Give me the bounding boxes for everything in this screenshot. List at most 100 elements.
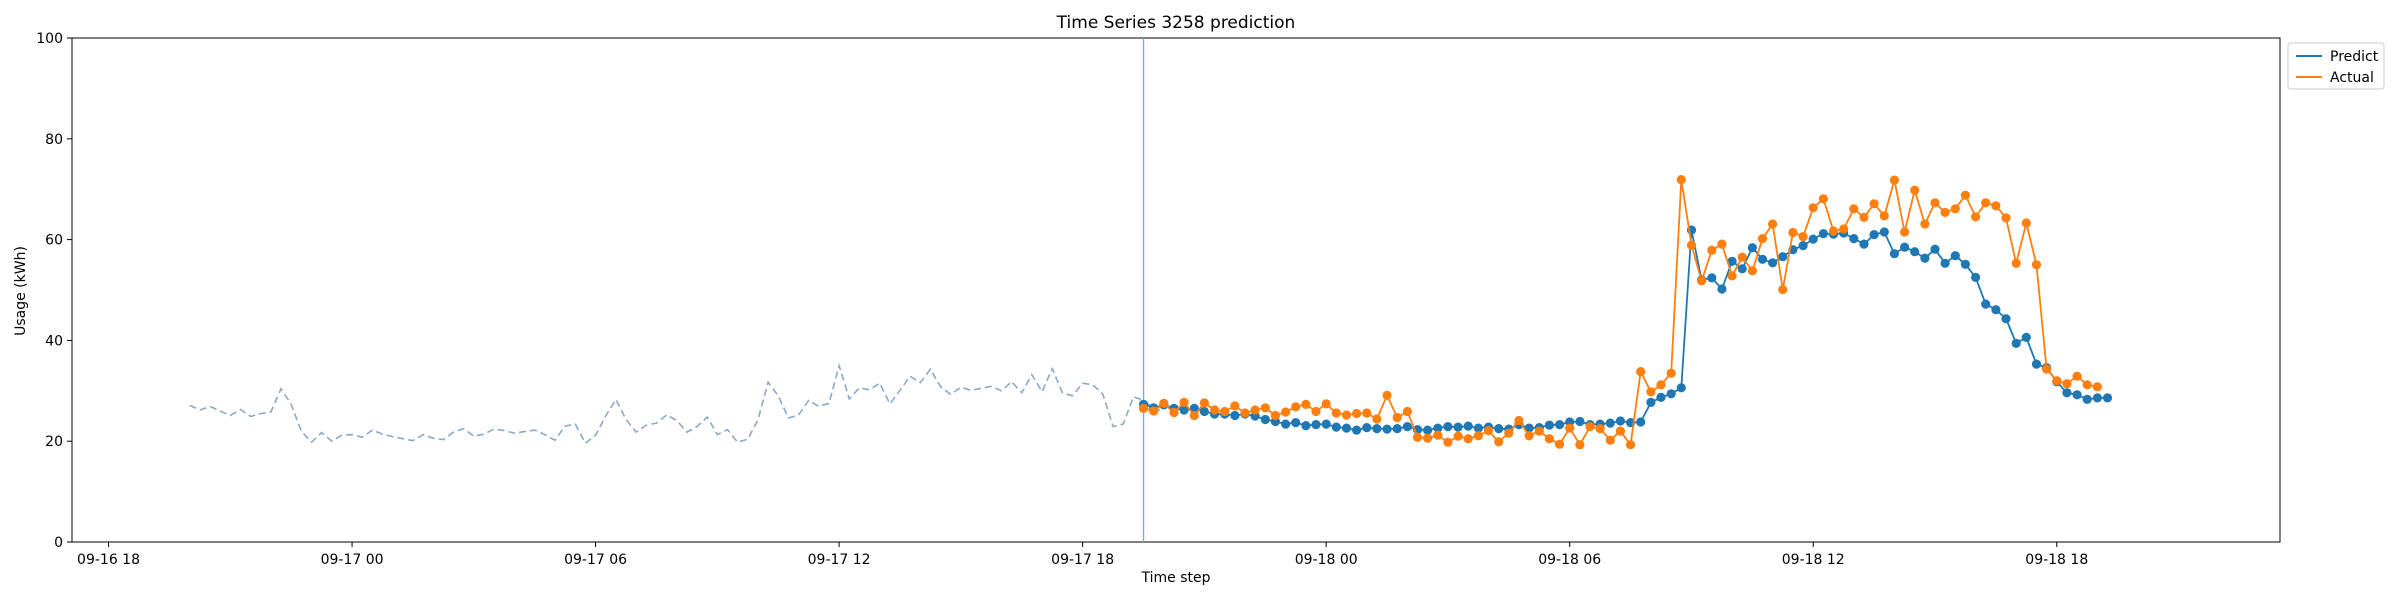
actual-point [2092, 382, 2102, 392]
actual-point [1504, 428, 1514, 438]
predict-point [1707, 273, 1717, 283]
actual-point [1565, 423, 1575, 433]
actual-point [1311, 406, 1321, 417]
predict-point [1301, 421, 1311, 431]
predict-point [1352, 425, 1362, 435]
predict-point [1321, 419, 1331, 429]
predict-point [1859, 239, 1869, 249]
actual-point [1747, 266, 1757, 276]
predict-point [1453, 422, 1463, 432]
predict-point [1879, 227, 1889, 237]
x-tick-label: 09-18 00 [1295, 552, 1358, 568]
actual-point [1585, 422, 1595, 432]
actual-point [1575, 440, 1585, 450]
actual-point [1534, 426, 1544, 436]
actual-point [1321, 399, 1331, 409]
predict-point [1605, 418, 1615, 428]
actual-point [1768, 219, 1778, 229]
actual-point [1656, 380, 1666, 390]
actual-point [1412, 432, 1423, 442]
actual-point [1697, 276, 1707, 286]
legend-label-actual: Actual [2330, 70, 2374, 86]
actual-point [1169, 407, 1179, 418]
actual-point [1717, 239, 1727, 249]
actual-point [1281, 407, 1291, 417]
actual-point [1900, 227, 1910, 237]
actual-point [2082, 380, 2092, 390]
actual-point [1301, 399, 1311, 409]
predict-line [1143, 229, 2108, 432]
x-tick-label: 09-18 12 [1782, 552, 1845, 568]
actual-point [1179, 397, 1189, 407]
x-tick-label: 09-16 18 [77, 552, 140, 568]
predict-point [2011, 338, 2021, 348]
y-tick-label: 80 [45, 132, 63, 148]
predict-point [1392, 424, 1402, 434]
plot-area: 0 20 40 60 80 100 09-16 18 09-17 00 09-17 06 09-1… [36, 31, 2281, 568]
actual-point [1402, 406, 1412, 417]
y-tick-label: 20 [45, 434, 63, 450]
actual-point [1940, 207, 1950, 217]
actual-point [1737, 252, 1747, 262]
predict-point [2001, 314, 2011, 324]
actual-point [1757, 234, 1768, 244]
actual-point [2011, 258, 2021, 268]
predict-point [1281, 419, 1291, 429]
actual-point [1392, 412, 1402, 423]
predict-point [1402, 422, 1412, 432]
y-axis-label: Usage (kWh) [13, 246, 29, 336]
predict-point [1179, 405, 1189, 415]
actual-point [1879, 211, 1889, 221]
actual-point [1920, 219, 1930, 229]
actual-point [2072, 371, 2082, 381]
predict-point [1798, 241, 1808, 251]
predict-point [1869, 230, 1879, 240]
actual-point [1727, 271, 1737, 281]
actual-point [2031, 260, 2042, 270]
x-tick-label: 09-18 18 [2025, 552, 2088, 568]
x-tick-label: 09-17 18 [1051, 552, 1114, 568]
x-tick-label: 09-17 12 [808, 552, 871, 568]
predict-point [1636, 417, 1646, 427]
predict-point [1311, 420, 1321, 430]
y-tick-label: 100 [36, 31, 63, 47]
actual-point [1352, 408, 1362, 419]
predict-point [1991, 305, 2001, 315]
legend-label-predict: Predict [2330, 49, 2379, 65]
axes-frame [71, 37, 2281, 543]
predict-point [1940, 258, 1950, 268]
actual-point [1463, 434, 1473, 444]
predict-point [1341, 423, 1352, 433]
predict-point [1889, 249, 1899, 259]
x-tick-label: 09-17 00 [321, 552, 384, 568]
actual-point [1930, 198, 1940, 208]
predict-point [1372, 424, 1382, 434]
actual-point [1240, 408, 1250, 418]
predict-point [2062, 388, 2072, 398]
predict-point [1656, 392, 1666, 402]
series-actual [1138, 175, 2102, 450]
predict-point [1808, 234, 1818, 244]
predict-point [1778, 252, 1788, 262]
actual-point [1291, 402, 1301, 412]
actual-point [1991, 201, 2001, 211]
actual-point [1849, 204, 1859, 214]
actual-point [1950, 204, 1960, 214]
predict-point [1960, 259, 1970, 269]
predict-point [1920, 253, 1930, 263]
actual-point [1138, 403, 1149, 413]
actual-point [1859, 212, 1869, 222]
actual-point [1423, 433, 1433, 443]
predict-point [1544, 420, 1554, 430]
actual-point [1199, 398, 1209, 408]
predict-point [1768, 258, 1778, 268]
predict-point [1331, 422, 1341, 432]
y-tick-label: 40 [45, 333, 63, 349]
predict-point [1757, 254, 1768, 264]
predict-point [1382, 424, 1392, 434]
actual-point [1707, 245, 1717, 255]
predict-point [1189, 403, 1199, 413]
actual-point [1889, 175, 1899, 185]
history-line [189, 362, 1165, 445]
